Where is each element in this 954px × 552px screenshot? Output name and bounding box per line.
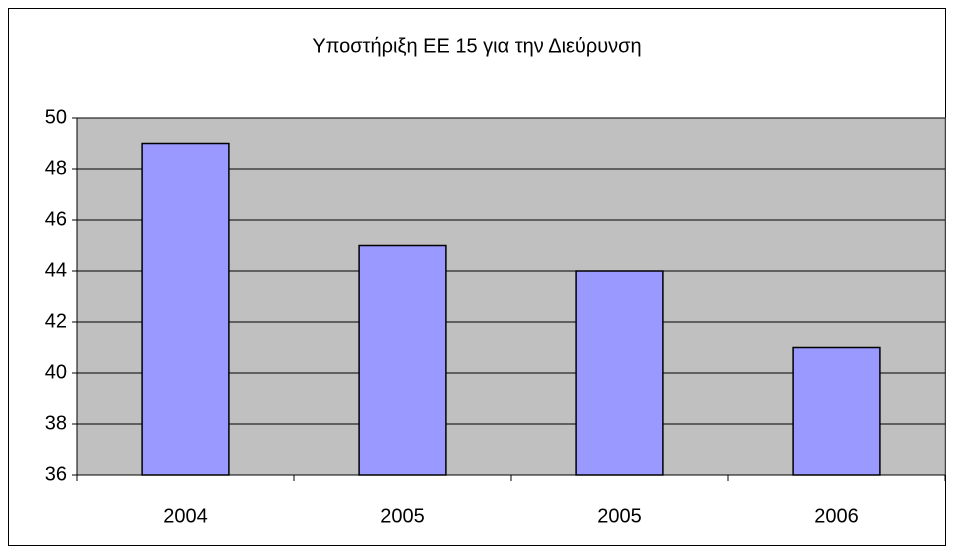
x-tick-label: 2004: [163, 505, 208, 527]
y-tick-label: 44: [45, 259, 67, 281]
y-tick-label: 40: [45, 361, 67, 383]
y-tick-label: 50: [45, 106, 67, 128]
bar: [141, 142, 230, 476]
x-tick-label: 2005: [380, 505, 425, 527]
y-tick-label: 38: [45, 412, 67, 434]
y-tick-label: 36: [45, 463, 67, 485]
bar: [792, 346, 881, 476]
bar: [575, 270, 664, 476]
x-tick-label: 2006: [814, 505, 859, 527]
bar: [358, 244, 447, 476]
y-tick-label: 46: [45, 208, 67, 230]
chart-title: Υποστήριξη ΕΕ 15 για την Διεύρυνση: [312, 35, 641, 57]
y-tick-label: 48: [45, 157, 67, 179]
y-tick-label: 42: [45, 310, 67, 332]
x-tick-label: 2005: [597, 505, 642, 527]
